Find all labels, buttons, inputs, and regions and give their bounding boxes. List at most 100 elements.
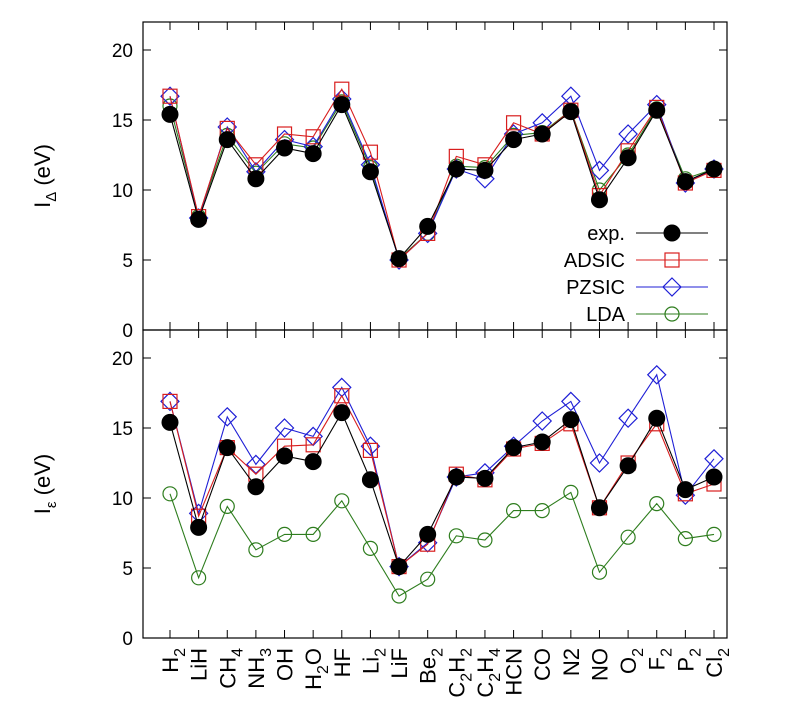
data-point xyxy=(304,453,322,471)
data-point xyxy=(303,426,324,447)
series-lda xyxy=(162,484,722,604)
lower-panel: 0 5 10 15 20 Iε (eV) xyxy=(30,329,728,650)
x-category-label: NH3 xyxy=(244,648,275,689)
data-point xyxy=(190,518,208,536)
data-point xyxy=(705,468,723,486)
data-point xyxy=(248,542,264,558)
data-point xyxy=(334,493,350,509)
data-point xyxy=(676,481,694,499)
data-point xyxy=(534,503,550,519)
legend-label: exp. xyxy=(587,223,625,245)
x-category-label: Cl2 xyxy=(702,648,733,678)
y-axis-label: Iε (eV) xyxy=(30,454,60,515)
data-point xyxy=(305,129,321,145)
data-point xyxy=(532,411,553,431)
data-point xyxy=(505,439,523,457)
legend: exp. ADSIC PZSIC LDA xyxy=(564,223,708,326)
data-point xyxy=(217,406,238,427)
legend-marker xyxy=(664,252,680,268)
x-category-label: H2O xyxy=(301,648,332,690)
legend-marker xyxy=(662,277,682,297)
data-point xyxy=(361,163,379,181)
data-point xyxy=(476,469,494,487)
data-point xyxy=(162,88,178,104)
data-point xyxy=(448,528,464,544)
data-point xyxy=(619,149,637,167)
y-tick-label: 20 xyxy=(112,349,133,370)
data-point xyxy=(704,448,724,469)
y-tick-label: 20 xyxy=(112,41,133,62)
y-tick-label: 15 xyxy=(112,419,133,440)
data-point xyxy=(305,437,321,453)
legend-label: LDA xyxy=(586,304,626,326)
data-point xyxy=(162,486,178,502)
x-category-label: CO xyxy=(530,648,555,681)
data-point xyxy=(533,433,551,451)
data-point xyxy=(162,393,178,409)
y-axis-label: IΔ (eV) xyxy=(30,144,60,208)
data-point xyxy=(334,388,350,404)
data-point xyxy=(247,478,265,496)
data-point xyxy=(276,139,294,157)
x-category-label: CH4 xyxy=(215,648,246,689)
data-point xyxy=(333,96,351,114)
data-point xyxy=(333,404,351,422)
data-point xyxy=(391,588,407,604)
data-point xyxy=(533,125,551,143)
x-category-label: F2 xyxy=(645,648,676,670)
data-point xyxy=(618,408,638,429)
data-point xyxy=(362,442,379,458)
data-point xyxy=(476,161,494,179)
x-category-label: C2H4 xyxy=(473,648,504,698)
data-point xyxy=(276,447,294,465)
data-point xyxy=(648,101,666,119)
series-adsic xyxy=(162,388,722,575)
data-point xyxy=(618,124,638,144)
x-category-label: LiH xyxy=(187,648,212,681)
data-point xyxy=(361,471,379,489)
data-point xyxy=(676,173,694,191)
data-point xyxy=(562,411,580,429)
data-point xyxy=(274,418,295,438)
series-adsic xyxy=(162,81,722,268)
data-point xyxy=(219,498,235,514)
plot-frame xyxy=(142,329,728,639)
data-point xyxy=(590,191,608,209)
data-point xyxy=(305,526,321,543)
series-pzsic xyxy=(160,86,724,270)
y-tick-label: 5 xyxy=(122,559,133,580)
data-point xyxy=(246,454,266,475)
y-tick-label: 10 xyxy=(112,181,133,202)
data-point xyxy=(419,525,437,543)
data-point xyxy=(477,532,493,548)
data-point xyxy=(420,571,436,587)
data-point xyxy=(419,217,437,235)
data-point xyxy=(390,250,408,268)
y-tick-label: 5 xyxy=(122,251,133,272)
data-point xyxy=(589,160,610,181)
data-point xyxy=(390,558,408,576)
x-category-label: LiF xyxy=(387,648,412,679)
data-point xyxy=(560,391,581,412)
data-point xyxy=(706,526,722,543)
data-point xyxy=(590,499,608,517)
x-category-label: C2H2 xyxy=(444,648,475,698)
legend-label: PZSIC xyxy=(566,277,625,299)
legend-marker xyxy=(663,224,681,242)
data-point xyxy=(705,160,723,178)
data-point xyxy=(276,526,293,543)
data-point xyxy=(505,131,523,149)
data-point xyxy=(362,540,379,557)
data-point xyxy=(562,103,580,121)
data-point xyxy=(589,453,610,473)
series-exp xyxy=(161,96,723,268)
data-point xyxy=(161,105,179,123)
data-point xyxy=(218,439,236,457)
data-point xyxy=(646,364,667,385)
data-point xyxy=(447,160,465,178)
x-category-label: HCN xyxy=(502,648,527,696)
series-lda xyxy=(162,94,722,267)
y-tick-label: 0 xyxy=(122,629,133,650)
